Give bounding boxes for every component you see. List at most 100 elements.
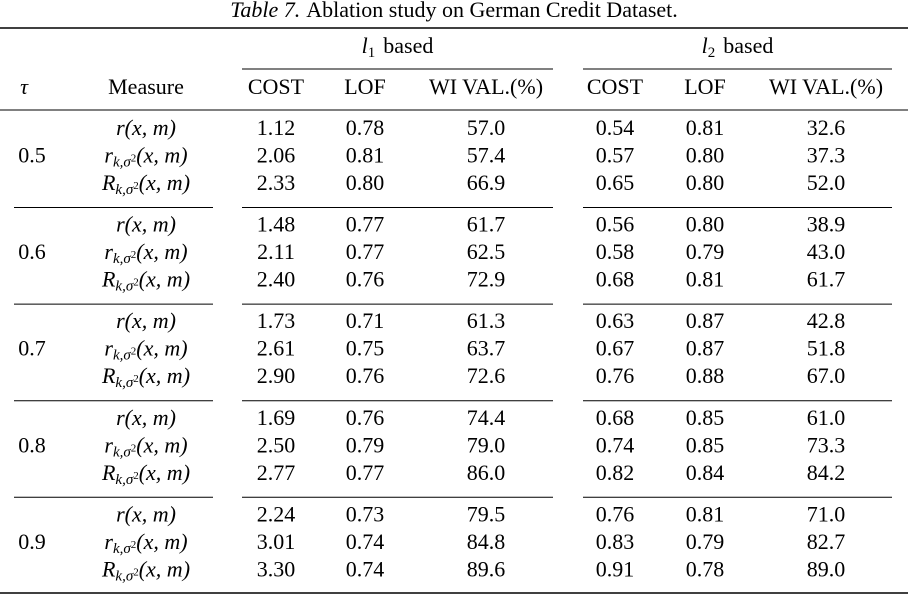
cell: 0.76 (346, 363, 385, 388)
cell: 0.87 (686, 308, 725, 333)
cell: 0.56 (596, 212, 635, 237)
cell: 0.54 (596, 115, 635, 140)
cell: 2.06 (257, 143, 296, 168)
measure: r(x, m) (116, 115, 176, 140)
cell: 84.8 (467, 529, 506, 554)
cell: 2.77 (257, 460, 296, 485)
cell: 61.7 (807, 267, 846, 292)
measure-sub: k,σ (115, 279, 133, 295)
measure: rk,σ2(x, m) (104, 432, 187, 460)
cell: 0.81 (346, 143, 385, 168)
cell: 74.4 (467, 405, 506, 430)
measure-sup: 2 (133, 373, 139, 385)
measure: r(x, m) (116, 405, 176, 430)
measure-sup: 2 (133, 566, 139, 578)
cell: 0.87 (686, 336, 725, 361)
column-header: LOF (344, 74, 386, 99)
measure: Rk,σ2(x, m) (101, 460, 190, 488)
measure-sup: 2 (133, 469, 139, 481)
measure-sub: k,σ (115, 376, 133, 392)
cell: 0.77 (346, 239, 385, 264)
cell: 0.80 (346, 170, 385, 195)
measure-args: (x, m) (125, 212, 176, 237)
measure: r(x, m) (116, 212, 176, 237)
cell: 0.71 (346, 308, 385, 333)
cell: 0.74 (346, 529, 385, 554)
cell: 0.81 (686, 501, 725, 526)
measure-args: (x, m) (136, 432, 187, 457)
cell: 0.68 (596, 405, 635, 430)
cell: 0.83 (596, 529, 635, 554)
tau-value: 0.8 (18, 432, 46, 457)
measure: rk,σ2(x, m) (104, 239, 187, 267)
cell: 2.24 (257, 501, 296, 526)
cell: 0.65 (596, 170, 635, 195)
measure-sup: 2 (131, 442, 137, 454)
cell: 0.76 (346, 405, 385, 430)
cell: 0.84 (686, 460, 725, 485)
cell: 0.68 (596, 267, 635, 292)
cell: 61.0 (807, 405, 846, 430)
cell: 0.81 (686, 267, 725, 292)
cell: 0.67 (596, 336, 635, 361)
measure: r(x, m) (116, 308, 176, 333)
measure: r(x, m) (116, 501, 176, 526)
cell: 79.5 (467, 501, 506, 526)
measure-sub: k,σ (115, 472, 133, 488)
cell: 0.77 (346, 212, 385, 237)
group-text: based (383, 33, 433, 58)
column-header: COST (248, 74, 305, 99)
measure: rk,σ2(x, m) (104, 143, 187, 171)
measure-sub: k,σ (115, 182, 133, 198)
cell: 0.78 (346, 115, 385, 140)
measure-sub: k,σ (115, 569, 133, 585)
measure-sup: 2 (131, 249, 137, 261)
measure-sup: 2 (131, 345, 137, 357)
cell: 0.74 (346, 556, 385, 581)
measure-args: (x, m) (139, 267, 190, 292)
cell: 0.79 (686, 529, 725, 554)
cell: 62.5 (467, 239, 506, 264)
cell: 0.81 (686, 115, 725, 140)
measure-base: R (101, 267, 116, 292)
measure-sup: 2 (133, 276, 139, 288)
measure-sup: 2 (131, 538, 137, 550)
column-header: WI VAL.(%) (769, 74, 883, 99)
group-header: l1 based (362, 33, 434, 61)
group-base: l (702, 33, 708, 58)
group-sub: 2 (708, 45, 716, 61)
caption-label: Table 7. (230, 0, 300, 22)
cell: 1.73 (257, 308, 296, 333)
group-text: based (723, 33, 773, 58)
measure-args: (x, m) (125, 405, 176, 430)
cell: 3.01 (257, 529, 296, 554)
cell: 71.0 (807, 501, 846, 526)
cell: 89.6 (467, 556, 506, 581)
cell: 61.3 (467, 308, 506, 333)
cell: 0.76 (596, 363, 635, 388)
tau-value: 0.6 (18, 239, 46, 264)
cell: 72.9 (467, 267, 506, 292)
cell: 63.7 (467, 336, 506, 361)
cell: 3.30 (257, 556, 296, 581)
tau-value: 0.9 (18, 529, 46, 554)
cell: 0.75 (346, 336, 385, 361)
measure-sub: k,σ (113, 541, 131, 557)
measure-base: r (116, 405, 125, 430)
cell: 0.85 (686, 432, 725, 457)
cell: 0.80 (686, 212, 725, 237)
measure-base: r (104, 143, 113, 168)
measure-header: Measure (108, 74, 184, 99)
cell: 0.79 (686, 239, 725, 264)
measure-base: r (104, 239, 113, 264)
cell: 0.58 (596, 239, 635, 264)
cell: 2.50 (257, 432, 296, 457)
group-header: l2 based (702, 33, 774, 61)
cell: 66.9 (467, 170, 506, 195)
measure-args: (x, m) (139, 460, 190, 485)
measure-args: (x, m) (139, 170, 190, 195)
column-header: COST (587, 74, 644, 99)
measure: Rk,σ2(x, m) (101, 363, 190, 391)
measure-args: (x, m) (136, 239, 187, 264)
